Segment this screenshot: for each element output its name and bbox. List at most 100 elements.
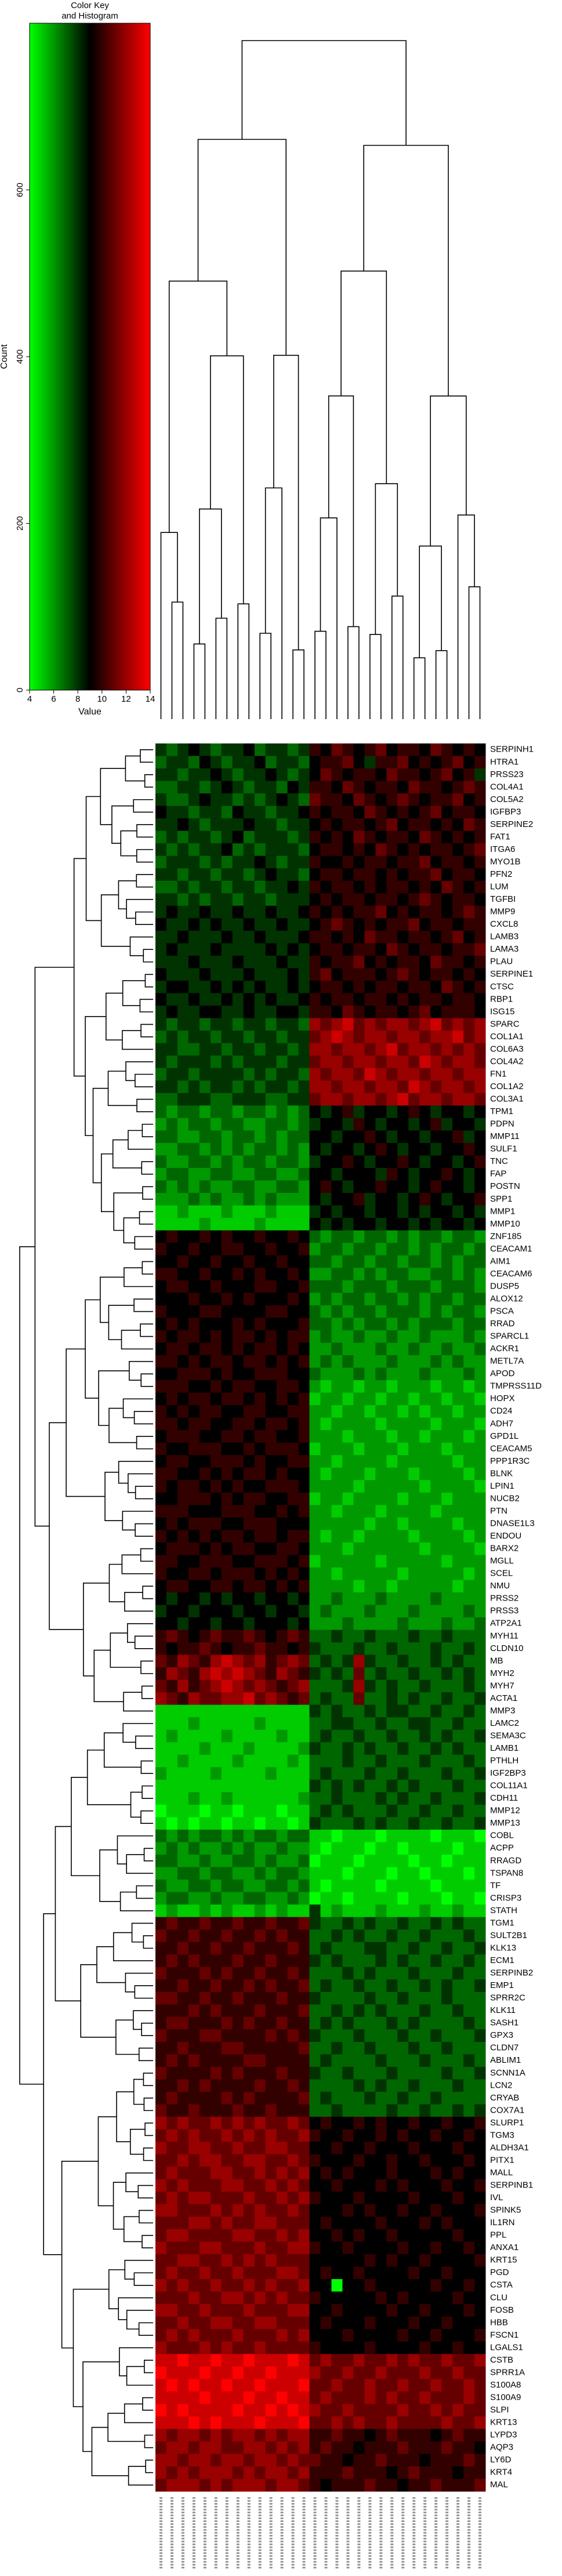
heatmap-cell: [243, 1467, 255, 1481]
dendrogram-branch: [136, 874, 153, 888]
heatmap-cell: [287, 993, 299, 1006]
heatmap-cell: [309, 1455, 321, 1468]
heatmap-cell: [320, 1804, 332, 1817]
heatmap-cell: [298, 1867, 310, 1880]
heatmap-cell: [298, 1517, 310, 1530]
heatmap-cell: [155, 1979, 167, 1993]
heatmap-cell: [287, 1280, 299, 1293]
heatmap-cell: [463, 1867, 475, 1880]
heatmap-cell: [364, 1530, 376, 1543]
row-label: TGFBI: [490, 894, 516, 904]
heatmap-cell: [386, 1792, 398, 1805]
heatmap-cell: [463, 818, 475, 832]
heatmap-cell: [166, 2354, 178, 2367]
heatmap-cell: [320, 955, 332, 969]
heatmap-cell: [342, 2054, 354, 2067]
row-label: SCEL: [490, 1569, 513, 1579]
heatmap-cell: [353, 1542, 365, 1555]
heatmap-cell: [309, 1692, 321, 1706]
heatmap-cell: [309, 2291, 321, 2305]
dendrogram-branch: [143, 2072, 153, 2087]
heatmap-cell: [177, 1318, 189, 1331]
heatmap-cell: [177, 2142, 189, 2155]
row-label: IGFBP3: [490, 807, 521, 817]
heatmap-cell: [177, 1230, 189, 1243]
heatmap-cell: [177, 1904, 189, 1918]
heatmap-cell: [331, 2429, 343, 2442]
row-label: FAP: [490, 1169, 506, 1179]
heatmap-cell: [232, 2117, 244, 2130]
heatmap-cell: [342, 781, 354, 794]
heatmap-cell: [463, 2079, 475, 2092]
heatmap-cell: [463, 868, 475, 881]
heatmap-cell: [452, 955, 464, 969]
heatmap-cell: [342, 2241, 354, 2255]
heatmap-cell: [331, 1055, 343, 1069]
heatmap-cell: [298, 2454, 310, 2467]
heatmap-cell: [397, 1717, 409, 1730]
heatmap-cell: [342, 2104, 354, 2117]
heatmap-cell: [342, 2366, 354, 2379]
heatmap-cell: [419, 1904, 431, 1918]
heatmap-cell: [331, 1018, 343, 1031]
heatmap-cell: [298, 1580, 310, 1593]
heatmap-cell: [430, 1018, 442, 1031]
dendrogram-branch: [122, 980, 146, 1006]
heatmap-cell: [243, 2279, 255, 2292]
heatmap-cell: [364, 1929, 376, 1943]
dendrogram-branch: [125, 2172, 153, 2193]
heatmap-cell: [408, 1542, 420, 1555]
heatmap-cell: [276, 918, 288, 931]
heatmap-cell: [276, 2466, 288, 2479]
heatmap-cell: [309, 893, 321, 906]
heatmap-cell: [474, 2054, 486, 2067]
heatmap-cell: [254, 1480, 266, 1493]
heatmap-cell: [364, 1829, 376, 1843]
heatmap-cell: [408, 793, 420, 807]
heatmap-cell: [364, 2241, 376, 2255]
heatmap-cell: [210, 1392, 222, 1406]
heatmap-cell: [441, 2466, 453, 2479]
heatmap-cell: [287, 2179, 299, 2192]
heatmap-cell: [386, 2129, 398, 2142]
heatmap-cell: [408, 2229, 420, 2242]
heatmap-cell: [232, 2291, 244, 2305]
heatmap-cell: [243, 1655, 255, 1668]
heatmap-cell: [155, 1704, 167, 1718]
dendrogram-branch: [125, 1972, 153, 1993]
heatmap-cell: [474, 1205, 486, 1218]
heatmap-cell: [474, 1343, 486, 1356]
heatmap-cell: [210, 1729, 222, 1743]
heatmap-cell: [199, 2179, 211, 2192]
heatmap-cell: [441, 1967, 453, 1980]
heatmap-cell: [375, 1867, 387, 1880]
heatmap-cell: [243, 2154, 255, 2167]
row-label: MYO1B: [490, 857, 521, 866]
heatmap-cell: [232, 1380, 244, 1393]
heatmap-cell: [441, 1892, 453, 1905]
heatmap-cell: [375, 2016, 387, 2030]
heatmap-cell: [309, 1630, 321, 1643]
heatmap-cell: [375, 1679, 387, 1693]
heatmap-cell: [386, 868, 398, 881]
heatmap-cell: [397, 2304, 409, 2317]
heatmap-cell: [221, 918, 233, 931]
row-label: MMP11: [490, 1131, 520, 1141]
heatmap-cell: [298, 1991, 310, 2005]
heatmap-cell: [331, 2167, 343, 2180]
heatmap-cell: [287, 1055, 299, 1069]
heatmap-cell: [309, 1555, 321, 1568]
heatmap-cell: [408, 1667, 420, 1681]
heatmap-cell: [177, 1080, 189, 1094]
heatmap-cell: [331, 781, 343, 794]
heatmap-cell: [386, 1467, 398, 1481]
heatmap-cell: [320, 2329, 332, 2342]
heatmap-cell: [474, 1093, 486, 1106]
heatmap-cell: [232, 918, 244, 931]
heatmap-cell: [375, 1717, 387, 1730]
heatmap-cell: [232, 1155, 244, 1169]
heatmap-cell: [386, 1031, 398, 1044]
heatmap-cell: [386, 1367, 398, 1381]
heatmap-cell: [298, 1929, 310, 1943]
heatmap-cell: [166, 981, 178, 994]
